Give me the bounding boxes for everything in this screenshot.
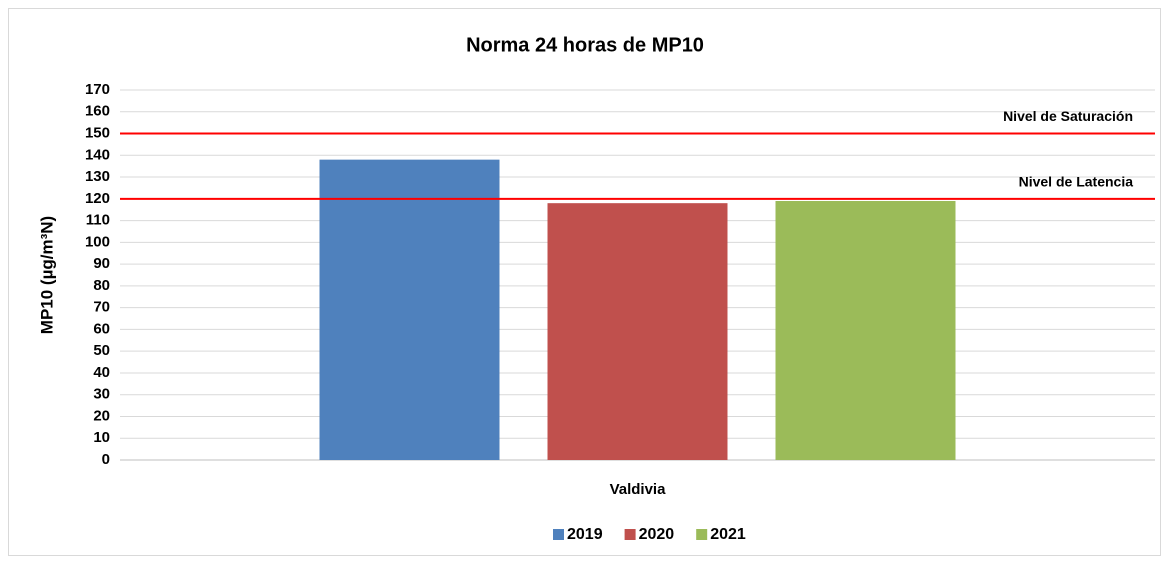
legend-swatch (553, 529, 564, 540)
reference-label: Nivel de Saturación (1003, 108, 1133, 124)
legend-swatch (696, 529, 708, 540)
y-tick-label: 30 (93, 386, 110, 403)
y-tick-label: 80 (93, 277, 110, 294)
legend-label: 2021 (710, 526, 746, 543)
y-tick-label: 90 (93, 255, 110, 272)
y-tick-label: 50 (93, 342, 110, 359)
y-axis-label: MP10 (µg/m³N) (37, 216, 56, 334)
bar (547, 203, 728, 461)
legend-label: 2020 (639, 526, 675, 543)
x-tick-label: Valdivia (610, 481, 667, 498)
y-tick-label: 70 (93, 299, 110, 316)
y-tick-label: 20 (93, 407, 110, 424)
y-tick-label: 170 (85, 81, 110, 98)
y-tick-label: 60 (93, 320, 110, 337)
bar (775, 201, 956, 460)
y-tick-label: 100 (85, 233, 110, 250)
y-tick-label: 10 (93, 429, 110, 446)
legend-swatch (624, 529, 636, 540)
y-tick-label: 160 (85, 103, 110, 120)
chart-title: Norma 24 horas de MP10 (466, 34, 704, 56)
y-tick-label: 40 (93, 364, 110, 381)
bar (319, 159, 500, 460)
y-tick-label: 150 (85, 124, 110, 141)
y-tick-label: 140 (85, 146, 110, 163)
y-tick-label: 0 (102, 451, 110, 468)
y-tick-label: 120 (85, 190, 110, 207)
reference-label: Nivel de Latencia (1019, 174, 1134, 190)
y-tick-label: 110 (86, 212, 110, 229)
legend-label: 2019 (567, 526, 603, 543)
y-tick-label: 130 (85, 168, 110, 185)
